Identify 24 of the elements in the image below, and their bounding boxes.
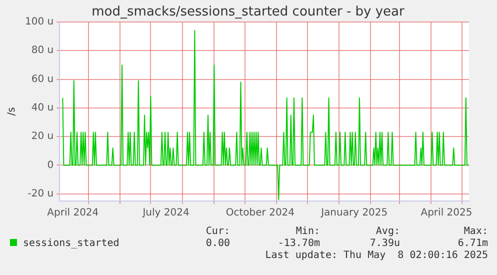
x-tick-label: October 2024: [226, 208, 295, 219]
text: -13.70m: [276, 238, 320, 250]
y-axis-title: /s: [6, 107, 18, 116]
text: 0.00: [204, 238, 230, 250]
y-tick-label: 20 u: [31, 131, 54, 142]
text: Last update: Thu May 8 02:00:16 2025: [264, 250, 488, 262]
x-tick-label: April 2024: [47, 208, 99, 219]
text: Min:: [294, 226, 320, 238]
y-tick-label: 40 u: [31, 102, 54, 114]
text: Avg:: [374, 226, 400, 238]
x-tick-label: July 2024: [142, 208, 190, 219]
text: Cur:: [204, 226, 230, 238]
y-tick-label: 80 u: [31, 45, 54, 56]
chart-title: mod_smacks/sessions_started counter - by year: [92, 4, 406, 20]
y-tick-label: 100 u: [24, 16, 54, 28]
x-tick-label: April 2025: [420, 208, 472, 219]
y-tick-label: 60 u: [31, 74, 54, 85]
legend-label: sessions_started: [22, 238, 120, 250]
text: 7.39u: [368, 238, 400, 250]
text: 6.71m: [456, 238, 488, 250]
text: Max:: [462, 226, 488, 238]
x-tick-label: January 2025: [320, 208, 388, 219]
y-tick-label: 0: [47, 160, 54, 171]
y-tick-label: -20 u: [28, 188, 54, 200]
